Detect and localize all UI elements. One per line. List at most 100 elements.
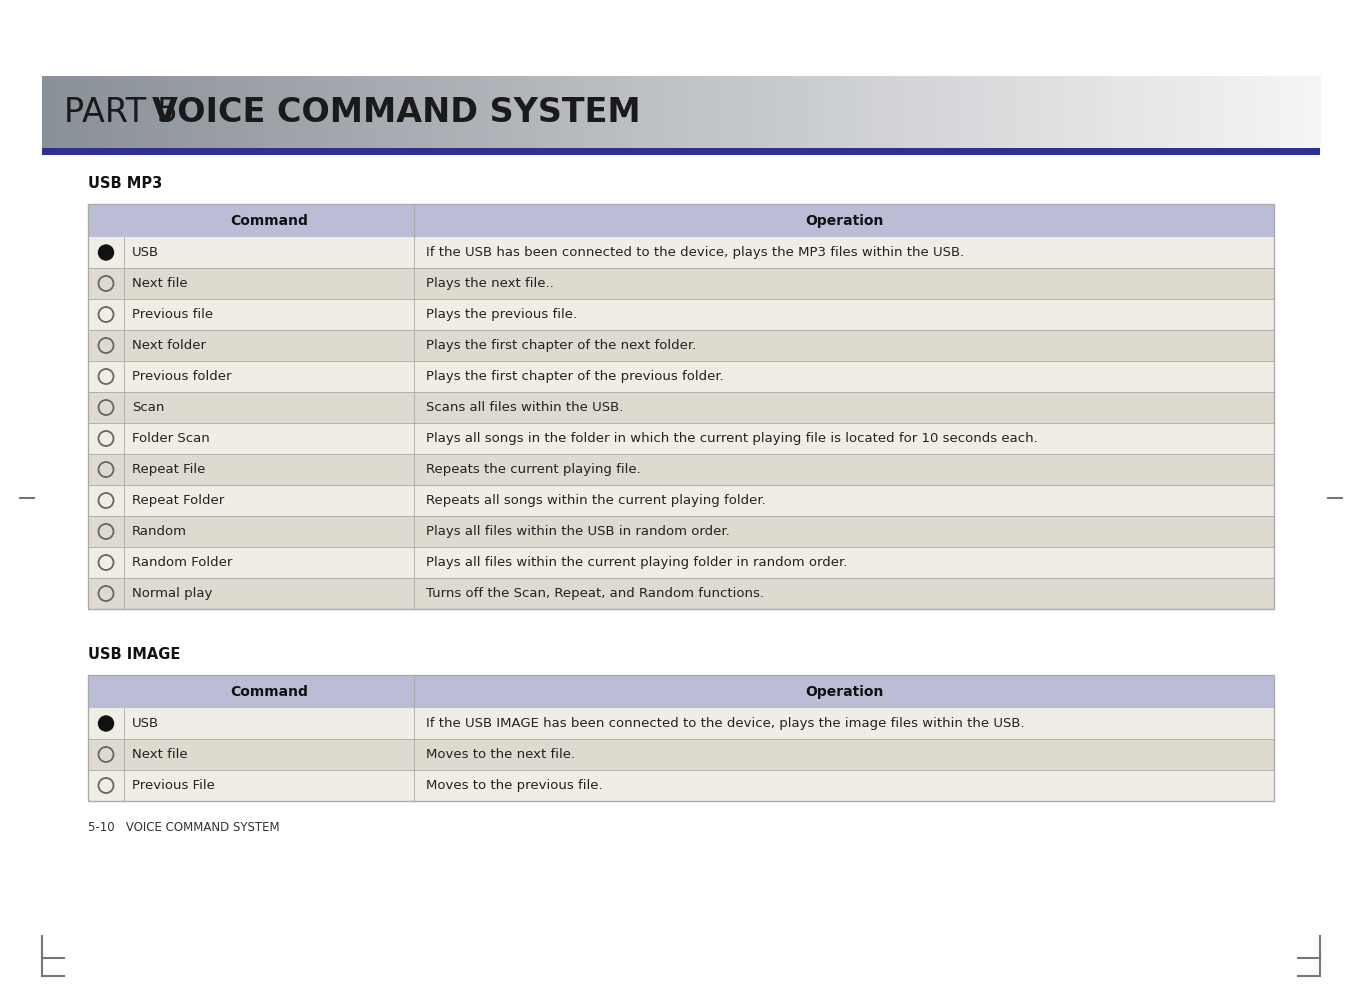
Bar xyxy=(89,237,1273,268)
Bar xyxy=(319,76,324,148)
Bar xyxy=(473,76,478,148)
Bar xyxy=(557,76,563,148)
Bar xyxy=(1158,76,1163,148)
Text: 5-10   VOICE COMMAND SYSTEM: 5-10 VOICE COMMAND SYSTEM xyxy=(89,821,279,834)
Bar xyxy=(511,76,516,148)
Bar xyxy=(42,148,1320,155)
Bar xyxy=(1162,76,1167,148)
Bar xyxy=(276,76,282,148)
Bar xyxy=(809,76,814,148)
Text: Repeats all songs within the current playing folder.: Repeats all songs within the current pla… xyxy=(426,494,765,507)
Bar xyxy=(106,76,112,148)
Text: Repeat Folder: Repeat Folder xyxy=(132,494,225,507)
Bar xyxy=(1230,76,1235,148)
Bar xyxy=(859,76,865,148)
Text: Turns off the Scan, Repeat, and Random functions.: Turns off the Scan, Repeat, and Random f… xyxy=(426,587,764,600)
Bar xyxy=(200,76,204,148)
Bar xyxy=(1290,76,1295,148)
Bar xyxy=(140,76,146,148)
Bar xyxy=(89,770,1273,801)
Bar xyxy=(97,76,102,148)
Bar xyxy=(1094,76,1099,148)
Text: USB: USB xyxy=(132,717,159,730)
Text: VOICE COMMAND SYSTEM: VOICE COMMAND SYSTEM xyxy=(153,96,640,128)
Bar xyxy=(1192,76,1197,148)
Bar xyxy=(677,76,682,148)
Bar xyxy=(767,76,771,148)
Bar xyxy=(779,76,785,148)
Bar xyxy=(537,76,542,148)
Bar xyxy=(89,76,94,148)
Bar xyxy=(923,76,929,148)
Bar xyxy=(1312,76,1317,148)
Bar xyxy=(727,76,733,148)
Bar xyxy=(72,76,78,148)
Bar xyxy=(247,76,252,148)
Bar xyxy=(327,76,332,148)
Bar xyxy=(523,76,528,148)
Text: Random: Random xyxy=(132,525,187,538)
Bar xyxy=(225,76,230,148)
Bar xyxy=(928,76,933,148)
Text: PART 5: PART 5 xyxy=(64,96,199,128)
Bar xyxy=(302,76,306,148)
Bar xyxy=(847,76,853,148)
Bar xyxy=(591,76,597,148)
Bar xyxy=(533,76,537,148)
Bar xyxy=(166,76,170,148)
Text: Moves to the previous file.: Moves to the previous file. xyxy=(426,779,603,792)
Bar xyxy=(332,76,336,148)
Bar xyxy=(400,76,405,148)
Bar xyxy=(1115,76,1121,148)
Bar xyxy=(54,76,60,148)
Bar xyxy=(1294,76,1299,148)
Bar xyxy=(685,76,691,148)
Bar xyxy=(651,76,656,148)
Bar xyxy=(123,76,128,148)
Bar xyxy=(1175,76,1181,148)
Bar xyxy=(463,76,469,148)
Bar xyxy=(391,76,396,148)
Bar xyxy=(89,299,1273,330)
Bar xyxy=(1051,76,1057,148)
Bar xyxy=(1099,76,1103,148)
Text: USB IMAGE: USB IMAGE xyxy=(89,647,180,662)
Bar xyxy=(315,76,320,148)
Bar xyxy=(289,76,294,148)
Bar xyxy=(975,76,981,148)
Bar xyxy=(132,76,136,148)
Bar xyxy=(1064,76,1069,148)
Bar xyxy=(361,76,366,148)
Bar xyxy=(379,76,384,148)
Bar xyxy=(663,76,669,148)
Bar xyxy=(957,76,963,148)
Bar xyxy=(1222,76,1227,148)
Bar xyxy=(1022,76,1027,148)
Bar xyxy=(711,76,716,148)
Bar xyxy=(1056,76,1061,148)
Bar xyxy=(617,76,622,148)
Bar xyxy=(771,76,776,148)
Bar xyxy=(1128,76,1133,148)
Text: Operation: Operation xyxy=(805,213,884,227)
Bar xyxy=(609,76,614,148)
Bar xyxy=(153,76,158,148)
Bar xyxy=(1226,76,1231,148)
Text: Repeats the current playing file.: Repeats the current playing file. xyxy=(426,463,642,476)
Bar xyxy=(1316,76,1321,148)
Bar xyxy=(1086,76,1091,148)
Bar xyxy=(719,76,725,148)
Bar xyxy=(851,76,857,148)
Bar xyxy=(323,76,328,148)
Bar xyxy=(46,76,52,148)
Bar xyxy=(234,76,238,148)
Bar xyxy=(421,76,426,148)
Bar xyxy=(1060,76,1065,148)
Bar xyxy=(429,76,434,148)
Bar xyxy=(221,76,226,148)
Bar xyxy=(1090,76,1095,148)
Bar xyxy=(157,76,162,148)
Bar xyxy=(63,76,68,148)
Bar xyxy=(161,76,166,148)
Bar xyxy=(170,76,176,148)
